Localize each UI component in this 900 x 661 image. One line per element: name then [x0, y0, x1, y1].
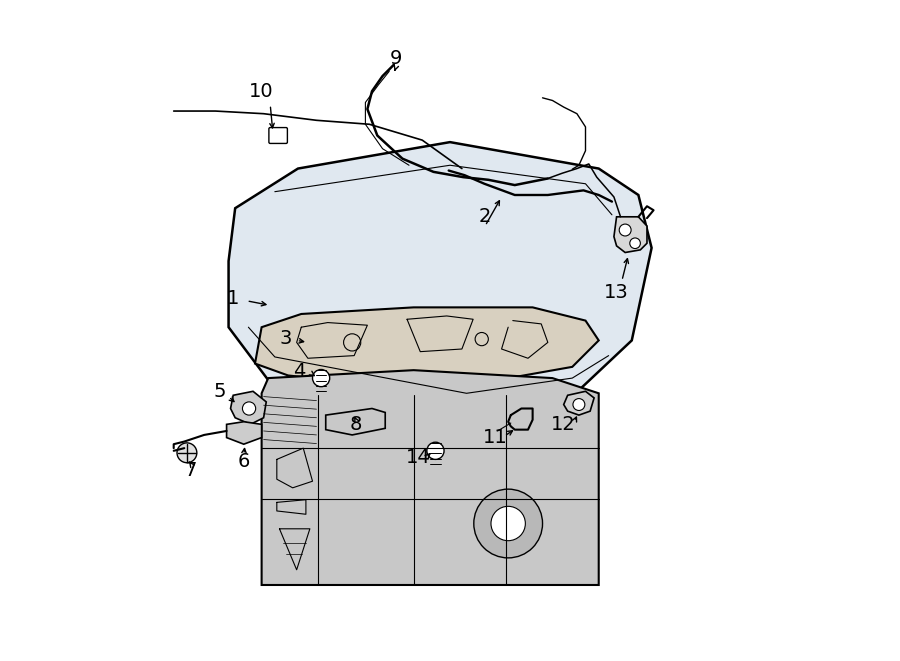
Circle shape [344, 334, 361, 351]
Text: 7: 7 [184, 461, 197, 480]
Text: 2: 2 [479, 208, 491, 226]
Text: 4: 4 [293, 362, 305, 381]
Text: 12: 12 [552, 415, 576, 434]
Polygon shape [227, 422, 262, 444]
Polygon shape [614, 217, 647, 253]
Polygon shape [563, 391, 594, 415]
Polygon shape [262, 370, 598, 585]
Text: 13: 13 [604, 283, 629, 301]
Text: 11: 11 [482, 428, 508, 447]
Text: 10: 10 [249, 82, 274, 100]
FancyBboxPatch shape [269, 128, 287, 143]
Text: 14: 14 [406, 448, 430, 467]
Text: 8: 8 [350, 415, 363, 434]
Circle shape [242, 402, 256, 415]
Circle shape [312, 369, 329, 387]
Polygon shape [229, 142, 652, 426]
Circle shape [573, 399, 585, 410]
Text: 3: 3 [280, 329, 292, 348]
Circle shape [619, 224, 631, 236]
Polygon shape [255, 307, 598, 385]
Circle shape [475, 332, 489, 346]
Polygon shape [230, 391, 266, 424]
Circle shape [177, 443, 197, 463]
Polygon shape [326, 408, 385, 435]
Text: 6: 6 [238, 452, 250, 471]
Circle shape [473, 489, 543, 558]
Circle shape [427, 442, 444, 459]
Circle shape [491, 506, 526, 541]
Text: 1: 1 [227, 290, 239, 308]
Text: 5: 5 [213, 382, 226, 401]
Text: 9: 9 [390, 49, 402, 67]
Circle shape [630, 238, 641, 249]
